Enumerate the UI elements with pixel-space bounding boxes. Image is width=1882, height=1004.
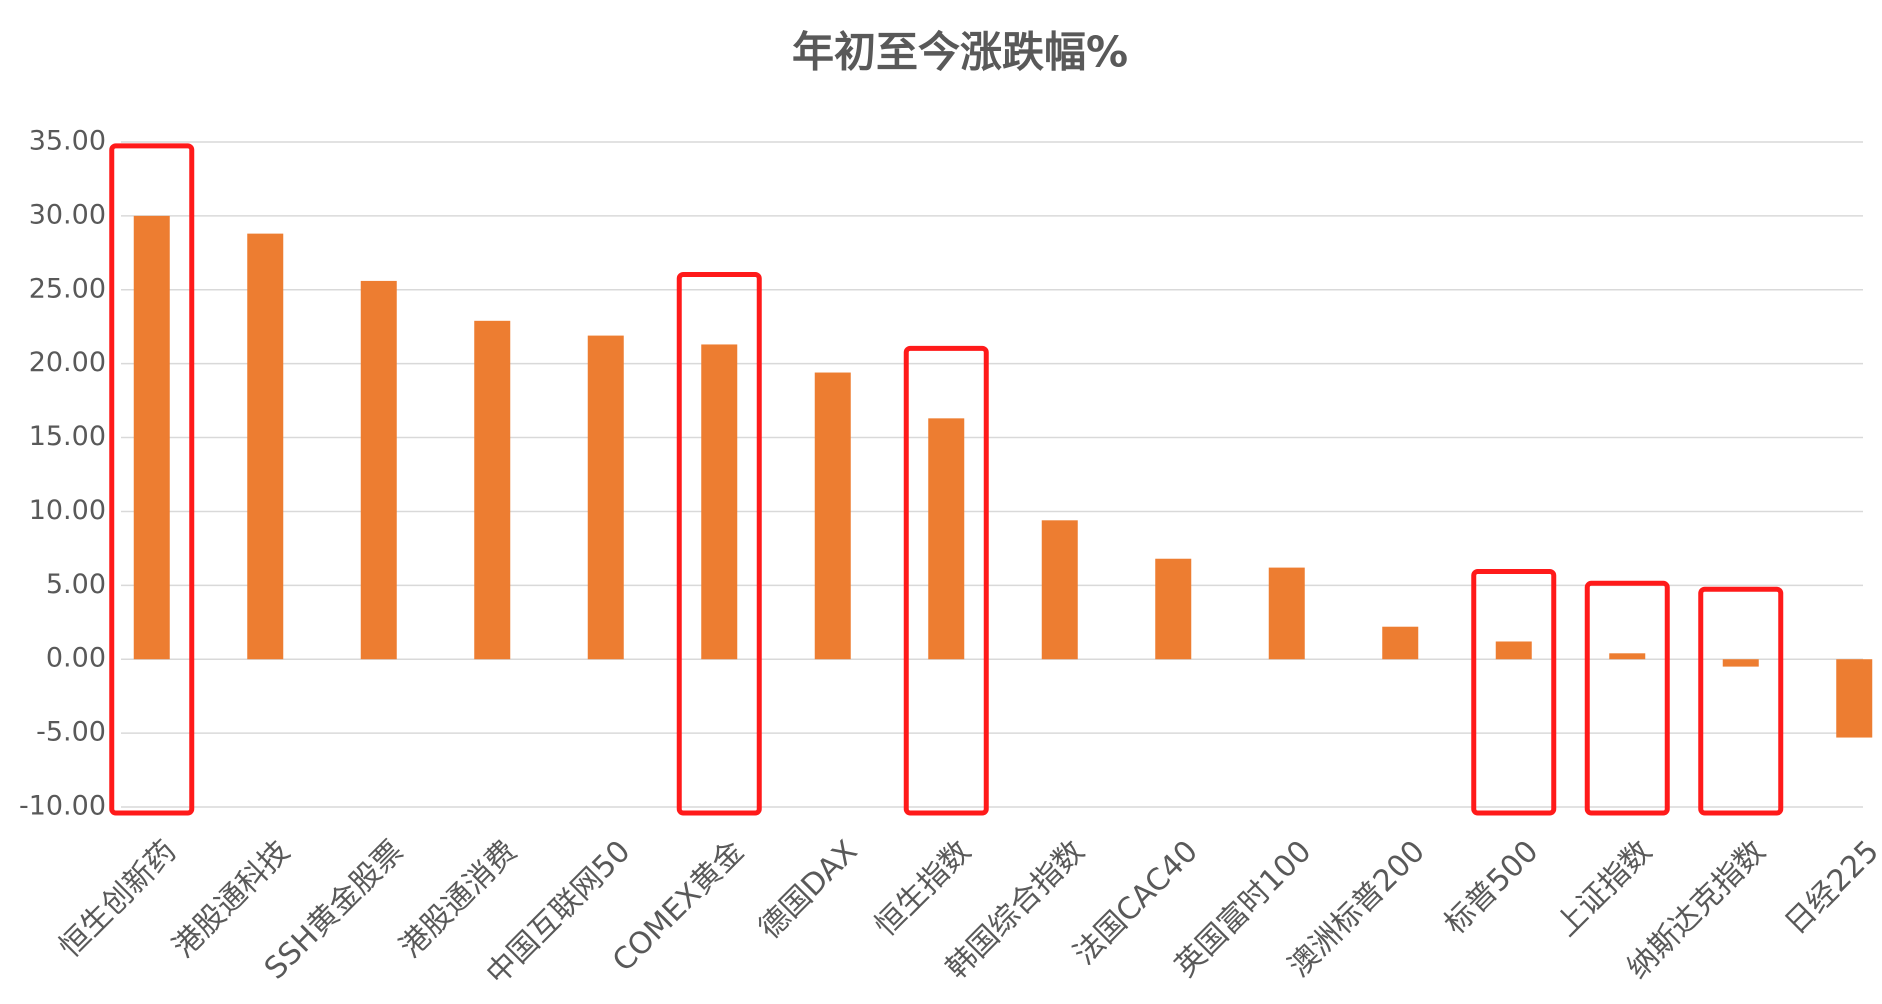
bar	[247, 233, 284, 660]
bar	[587, 335, 624, 660]
y-tick-label: 5.00	[46, 569, 106, 600]
x-tick-label: 德国DAX	[752, 834, 864, 946]
y-tick-label: 20.00	[29, 347, 106, 378]
bar	[814, 372, 851, 660]
bar	[1041, 520, 1078, 660]
bar	[1836, 659, 1873, 738]
bar	[133, 215, 170, 660]
bar	[1268, 567, 1305, 660]
y-tick-label: 30.00	[29, 199, 106, 230]
y-tick-label: -5.00	[36, 717, 106, 748]
highlight-box	[1584, 580, 1670, 816]
bar	[1722, 659, 1759, 667]
bar	[928, 418, 965, 660]
highlight-box	[109, 143, 195, 816]
chart-title: 年初至今涨跌幅%	[792, 28, 1128, 77]
bar	[1609, 653, 1646, 660]
bar	[1155, 558, 1192, 660]
bar	[474, 320, 511, 660]
x-tick-label: 日经225	[1778, 834, 1882, 942]
highlight-box	[676, 271, 762, 816]
highlight-box	[1698, 586, 1784, 816]
y-tick-label: 15.00	[29, 421, 106, 452]
x-tick-label: 恒生创新药	[53, 834, 184, 965]
highlight-box	[903, 345, 989, 816]
x-tick-label: 恒生指数	[868, 834, 978, 944]
bar	[701, 344, 738, 660]
y-tick-label: 35.00	[29, 126, 106, 157]
bar	[360, 280, 397, 660]
x-tick-label: 上证指数	[1549, 834, 1659, 944]
y-tick-label: -10.00	[19, 791, 106, 822]
y-tick-label: 0.00	[46, 643, 106, 674]
x-tick-label: 标普500	[1438, 834, 1546, 942]
bar	[1495, 641, 1532, 660]
bar	[1382, 626, 1419, 660]
y-tick-label: 25.00	[29, 273, 106, 304]
y-tick-label: 10.00	[29, 495, 106, 526]
highlight-box	[1471, 568, 1557, 816]
